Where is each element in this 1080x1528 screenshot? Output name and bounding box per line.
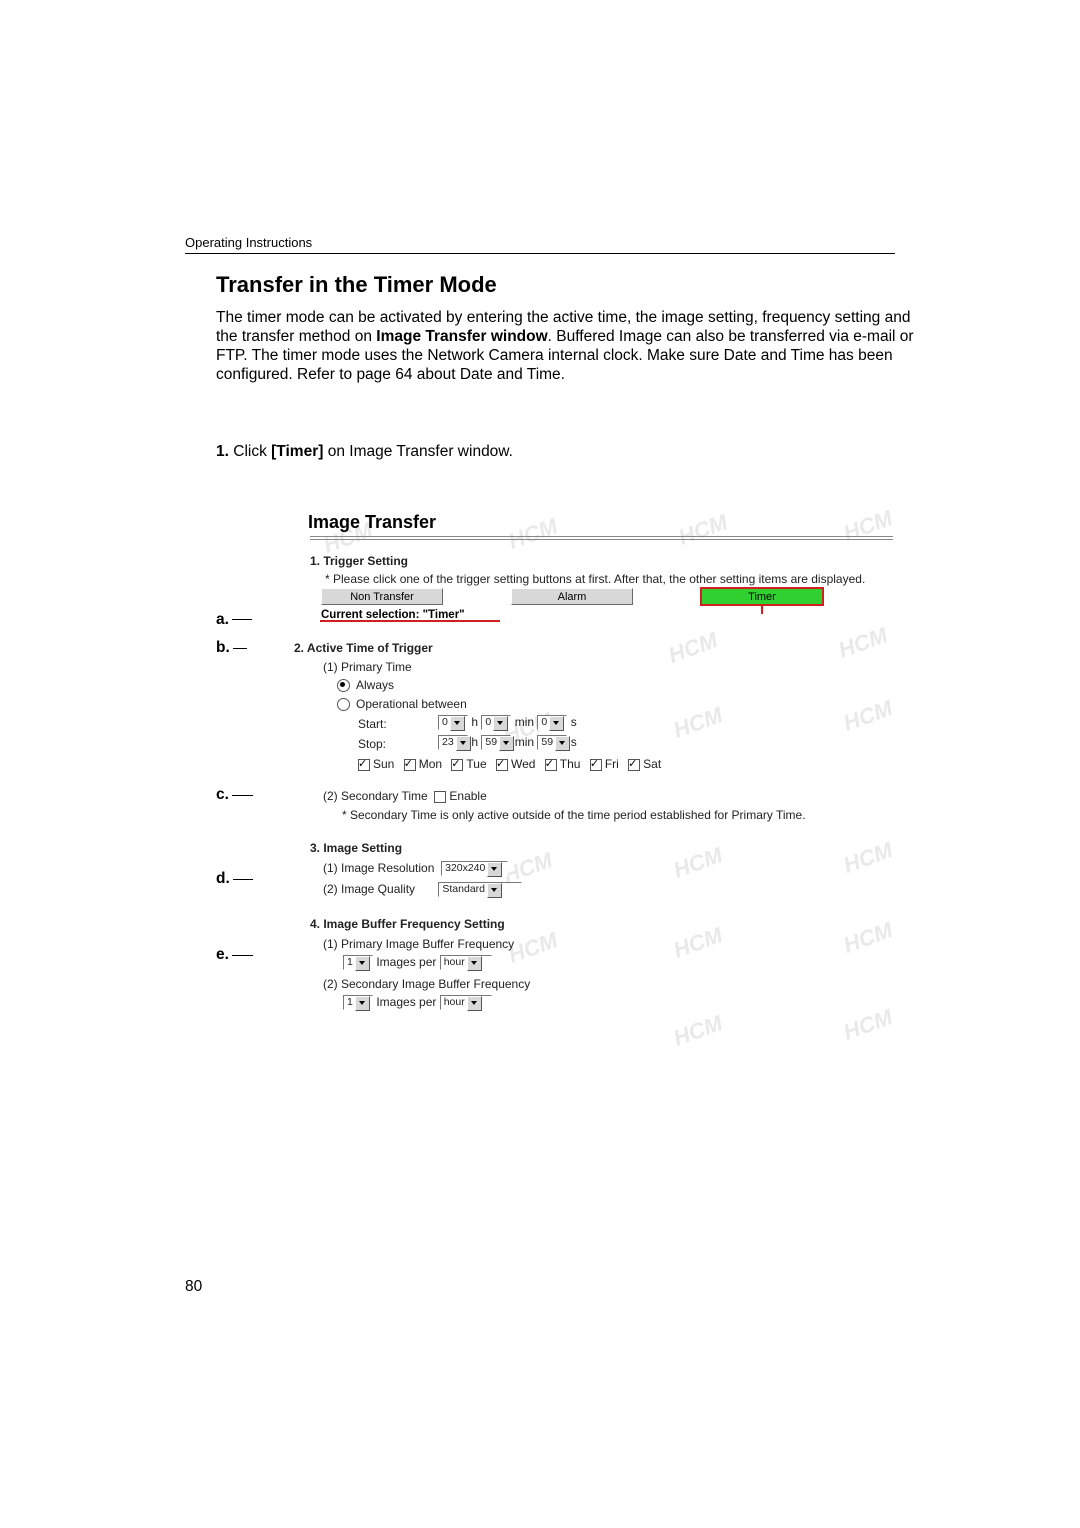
watermark: HCM bbox=[670, 922, 726, 964]
chk-mon[interactable] bbox=[404, 759, 416, 771]
stop-controls: 23 h 59 min 59 s bbox=[438, 735, 577, 750]
callout-d: d. bbox=[216, 870, 230, 888]
secondary-buffer-controls: 1 Images per hour bbox=[343, 995, 492, 1010]
stop-sec-select[interactable]: 59 bbox=[537, 735, 567, 750]
start-hour-select[interactable]: 0 bbox=[438, 715, 468, 730]
watermark: HCM bbox=[840, 917, 896, 959]
secondary-count-select[interactable]: 1 bbox=[343, 995, 373, 1010]
radio-always-label: Always bbox=[356, 678, 394, 692]
sec2-head: 2. Active Time of Trigger bbox=[294, 641, 433, 655]
chk-sun[interactable] bbox=[358, 759, 370, 771]
callout-a: a. bbox=[216, 611, 229, 629]
panel-rule bbox=[310, 539, 893, 540]
watermark: HCM bbox=[675, 509, 731, 551]
step-1: 1. Click [Timer] on Image Transfer windo… bbox=[216, 443, 513, 461]
sec1-note: * Please click one of the trigger settin… bbox=[325, 572, 865, 586]
chevron-down-icon[interactable] bbox=[493, 716, 508, 731]
chevron-down-icon[interactable] bbox=[555, 736, 570, 751]
primary-count-select[interactable]: 1 bbox=[343, 955, 373, 970]
resolution-select[interactable]: 320x240 bbox=[441, 861, 508, 876]
body-paragraph: The timer mode can be activated by enter… bbox=[216, 308, 932, 384]
radio-operational-row[interactable]: Operational between bbox=[337, 697, 467, 711]
start-min-select[interactable]: 0 bbox=[481, 715, 511, 730]
chk-tue[interactable] bbox=[451, 759, 463, 771]
image-transfer-screenshot: HCM HCM HCM HCM HCM HCM HCM HCM HCM HCM … bbox=[253, 485, 895, 1040]
radio-operational[interactable] bbox=[337, 698, 350, 711]
quality-select[interactable]: Standard bbox=[438, 882, 522, 897]
sec1-head: 1. Trigger Setting bbox=[310, 554, 408, 568]
current-selection-underline bbox=[320, 616, 500, 622]
chevron-down-icon[interactable] bbox=[487, 883, 502, 898]
start-sec-select[interactable]: 0 bbox=[537, 715, 567, 730]
panel-title: Image Transfer bbox=[308, 512, 436, 533]
watermark: HCM bbox=[840, 505, 896, 547]
section-title: Transfer in the Timer Mode bbox=[216, 272, 497, 298]
primary-buffer-controls: 1 Images per hour bbox=[343, 955, 492, 970]
chk-thu[interactable] bbox=[545, 759, 557, 771]
chevron-down-icon[interactable] bbox=[355, 996, 370, 1011]
step-number: 1. bbox=[216, 443, 229, 460]
image-resolution-row: (1) Image Resolution 320x240 bbox=[323, 861, 508, 876]
watermark: HCM bbox=[505, 513, 561, 555]
chk-sat[interactable] bbox=[628, 759, 640, 771]
leader-b bbox=[233, 648, 247, 649]
image-quality-row: (2) Image Quality Standard bbox=[323, 882, 522, 897]
alarm-button[interactable]: Alarm bbox=[511, 588, 633, 605]
secondary-time-row: (2) Secondary Time Enable bbox=[323, 789, 487, 803]
stop-min-select[interactable]: 59 bbox=[481, 735, 511, 750]
sec3-head: 3. Image Setting bbox=[310, 841, 402, 855]
chevron-down-icon[interactable] bbox=[450, 716, 465, 731]
watermark: HCM bbox=[670, 1010, 726, 1052]
chevron-down-icon[interactable] bbox=[355, 956, 370, 971]
secondary-note: * Secondary Time is only active outside … bbox=[342, 808, 806, 822]
chevron-down-icon[interactable] bbox=[467, 996, 482, 1011]
primary-unit-select[interactable]: hour bbox=[440, 955, 492, 970]
chevron-down-icon[interactable] bbox=[487, 862, 502, 877]
panel-rule bbox=[310, 536, 893, 537]
stop-label: Stop: bbox=[358, 737, 386, 751]
chk-enable-secondary[interactable] bbox=[434, 791, 446, 803]
start-controls: 0 h 0 min 0 s bbox=[438, 715, 577, 730]
radio-always-row[interactable]: Always bbox=[337, 678, 394, 692]
non-transfer-button[interactable]: Non Transfer bbox=[321, 588, 443, 605]
watermark: HCM bbox=[665, 627, 721, 669]
watermark: HCM bbox=[840, 695, 896, 737]
callout-c: c. bbox=[216, 786, 229, 804]
chevron-down-icon[interactable] bbox=[467, 956, 482, 971]
radio-operational-label: Operational between bbox=[356, 697, 467, 711]
callout-b: b. bbox=[216, 639, 230, 657]
chk-wed[interactable] bbox=[496, 759, 508, 771]
primary-time-label: (1) Primary Time bbox=[323, 660, 412, 674]
watermark: HCM bbox=[835, 622, 891, 664]
watermark: HCM bbox=[840, 837, 896, 879]
leader-a bbox=[232, 619, 252, 620]
running-header: Operating Instructions bbox=[185, 235, 312, 250]
secondary-unit-select[interactable]: hour bbox=[440, 995, 492, 1010]
sec4-head: 4. Image Buffer Frequency Setting bbox=[310, 917, 505, 931]
timer-button[interactable]: Timer bbox=[701, 588, 823, 605]
days-row: Sun Mon Tue Wed Thu Fri Sat bbox=[358, 757, 661, 771]
chk-fri[interactable] bbox=[590, 759, 602, 771]
secondary-buffer-label: (2) Secondary Image Buffer Frequency bbox=[323, 977, 530, 991]
chevron-down-icon[interactable] bbox=[549, 716, 564, 731]
start-label: Start: bbox=[358, 717, 387, 731]
watermark: HCM bbox=[840, 1004, 896, 1046]
header-rule bbox=[185, 253, 895, 254]
callout-e: e. bbox=[216, 946, 229, 964]
radio-always[interactable] bbox=[337, 679, 350, 692]
watermark: HCM bbox=[670, 702, 726, 744]
stop-hour-select[interactable]: 23 bbox=[438, 735, 468, 750]
chevron-down-icon[interactable] bbox=[499, 736, 514, 751]
primary-buffer-label: (1) Primary Image Buffer Frequency bbox=[323, 937, 514, 951]
watermark: HCM bbox=[670, 842, 726, 884]
page-number: 80 bbox=[185, 1278, 202, 1296]
timer-pointer-v bbox=[761, 606, 763, 614]
chevron-down-icon[interactable] bbox=[456, 736, 471, 751]
